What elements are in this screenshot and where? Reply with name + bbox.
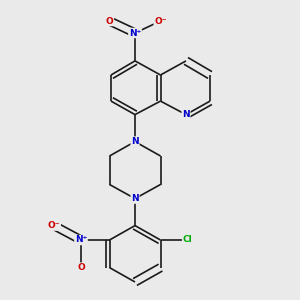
Text: N⁺: N⁺ [75, 236, 87, 244]
Text: N: N [131, 194, 139, 203]
Text: O: O [106, 16, 113, 26]
Text: Cl: Cl [183, 236, 192, 244]
Text: N: N [131, 137, 139, 146]
Text: O⁻: O⁻ [48, 221, 60, 230]
Text: O⁻: O⁻ [154, 16, 167, 26]
Text: O: O [77, 263, 85, 272]
Text: N: N [182, 110, 190, 119]
Text: N⁺: N⁺ [129, 28, 141, 38]
